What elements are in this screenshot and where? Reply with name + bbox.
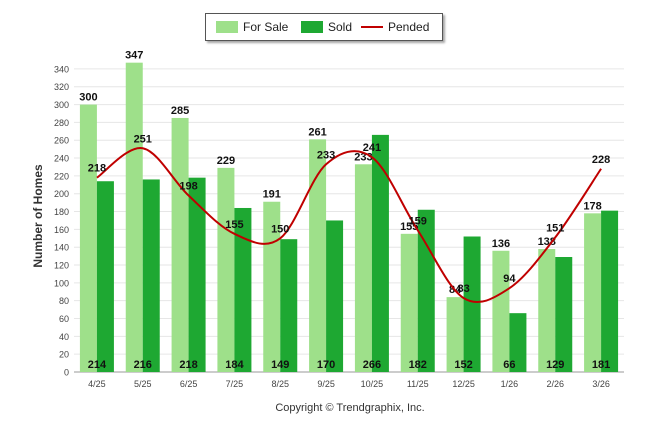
x-tick-label: 4/25 <box>88 379 106 389</box>
y-tick-label: 320 <box>54 82 69 92</box>
bar-for-sale-2/26 <box>538 248 556 372</box>
line-pended <box>96 147 602 303</box>
x-tick-label: 8/25 <box>271 379 289 389</box>
x-tick-label: 11/25 <box>407 379 429 389</box>
y-tick-label: 220 <box>54 171 69 181</box>
bar-for-sale-11/25 <box>400 233 418 372</box>
bar-for-sale-12/25 <box>446 297 464 372</box>
legend-label-for-sale: For Sale <box>243 20 289 34</box>
bar-for-sale-6/25 <box>171 117 189 372</box>
y-tick-label: 140 <box>54 243 69 253</box>
y-tick-label: 60 <box>59 314 69 324</box>
legend-swatch-for-sale <box>216 21 238 33</box>
data-label-for-sale: 300 <box>79 92 97 104</box>
bar-for-sale-10/25 <box>354 164 372 372</box>
y-tick-label: 240 <box>54 154 69 164</box>
x-tick-label: 6/25 <box>180 379 198 389</box>
x-tick-label: 7/25 <box>226 379 244 389</box>
data-label-sold: 266 <box>363 359 381 371</box>
x-tick-label: 9/25 <box>317 379 335 389</box>
data-label-for-sale: 261 <box>308 126 326 138</box>
data-label-pended: 155 <box>225 219 243 231</box>
legend-item-pended: Pended <box>361 19 429 35</box>
data-label-pended: 198 <box>179 180 197 192</box>
bar-sold-3/26 <box>601 210 619 372</box>
y-tick-label: 100 <box>54 278 69 288</box>
y-tick-label: 200 <box>54 189 69 199</box>
legend-item-for-sale: For Sale <box>216 19 288 35</box>
y-tick-label: 180 <box>54 207 69 217</box>
data-label-for-sale: 347 <box>125 50 143 62</box>
data-label-for-sale: 138 <box>538 236 556 248</box>
data-label-sold: 184 <box>225 359 244 371</box>
legend: For Sale Sold Pended <box>205 13 443 41</box>
data-label-pended: 151 <box>546 222 564 234</box>
x-tick-label: 2/26 <box>546 379 564 389</box>
x-tick-label: 5/25 <box>134 379 152 389</box>
legend-label-sold: Sold <box>328 20 353 34</box>
x-tick-label: 1/26 <box>501 379 519 389</box>
x-tick-label: 3/26 <box>592 379 610 389</box>
data-label-sold: 66 <box>503 359 515 371</box>
data-label-pended: 241 <box>363 142 381 154</box>
y-tick-label: 40 <box>59 332 69 342</box>
y-tick-label: 280 <box>54 118 69 128</box>
bar-sold-7/25 <box>234 207 252 372</box>
y-tick-label: 160 <box>54 225 69 235</box>
data-label-sold: 152 <box>454 359 472 371</box>
y-tick-label: 260 <box>54 136 69 146</box>
data-label-pended: 228 <box>592 154 610 166</box>
data-label-pended: 83 <box>457 283 469 295</box>
data-label-sold: 129 <box>546 359 564 371</box>
bar-sold-9/25 <box>326 220 344 372</box>
bar-for-sale-1/26 <box>492 250 510 372</box>
y-tick-label: 120 <box>54 261 69 271</box>
bar-for-sale-7/25 <box>217 167 235 372</box>
legend-swatch-pended <box>361 26 383 28</box>
legend-swatch-sold <box>301 21 323 33</box>
y-tick-label: 0 <box>64 368 69 378</box>
legend-label-pended: Pended <box>388 20 430 34</box>
data-label-sold: 149 <box>271 359 289 371</box>
bar-sold-4/25 <box>96 181 114 372</box>
data-label-sold: 170 <box>317 359 335 371</box>
bar-sold-8/25 <box>280 239 298 372</box>
y-axis-title: Number of Homes <box>31 164 45 268</box>
y-tick-label: 80 <box>59 296 69 306</box>
y-tick-label: 20 <box>59 350 69 360</box>
data-label-for-sale: 136 <box>492 238 510 250</box>
y-tick-label: 340 <box>54 64 69 74</box>
data-label-for-sale: 285 <box>171 105 189 117</box>
data-label-sold: 214 <box>88 359 107 371</box>
bar-sold-6/25 <box>188 177 206 372</box>
bar-sold-2/26 <box>555 257 573 372</box>
bar-sold-5/25 <box>142 179 160 372</box>
data-label-for-sale: 178 <box>583 200 601 212</box>
copyright-text: Copyright © Trendgraphix, Inc. <box>275 402 425 414</box>
bar-for-sale-4/25 <box>79 104 97 373</box>
bar-sold-10/25 <box>371 134 389 372</box>
data-label-pended: 233 <box>317 149 335 161</box>
data-label-pended: 94 <box>503 273 516 285</box>
data-label-sold: 216 <box>134 359 152 371</box>
data-label-for-sale: 229 <box>217 155 235 167</box>
y-tick-label: 300 <box>54 100 69 110</box>
data-label-sold: 182 <box>409 359 427 371</box>
data-label-pended: 218 <box>88 163 106 175</box>
bar-for-sale-5/25 <box>125 62 143 372</box>
data-label-pended: 150 <box>271 223 289 235</box>
data-label-sold: 218 <box>179 359 197 371</box>
data-label-pended: 159 <box>409 215 427 227</box>
data-label-pended: 251 <box>134 133 152 145</box>
x-tick-label: 10/25 <box>361 379 384 389</box>
data-label-for-sale: 191 <box>263 189 281 201</box>
bar-sold-1/26 <box>509 313 527 372</box>
bar-for-sale-3/26 <box>584 213 602 372</box>
x-tick-label: 12/25 <box>452 379 475 389</box>
data-label-sold: 181 <box>592 359 610 371</box>
bar-for-sale-9/25 <box>309 139 327 372</box>
legend-item-sold: Sold <box>301 19 352 35</box>
bar-sold-12/25 <box>463 236 481 372</box>
